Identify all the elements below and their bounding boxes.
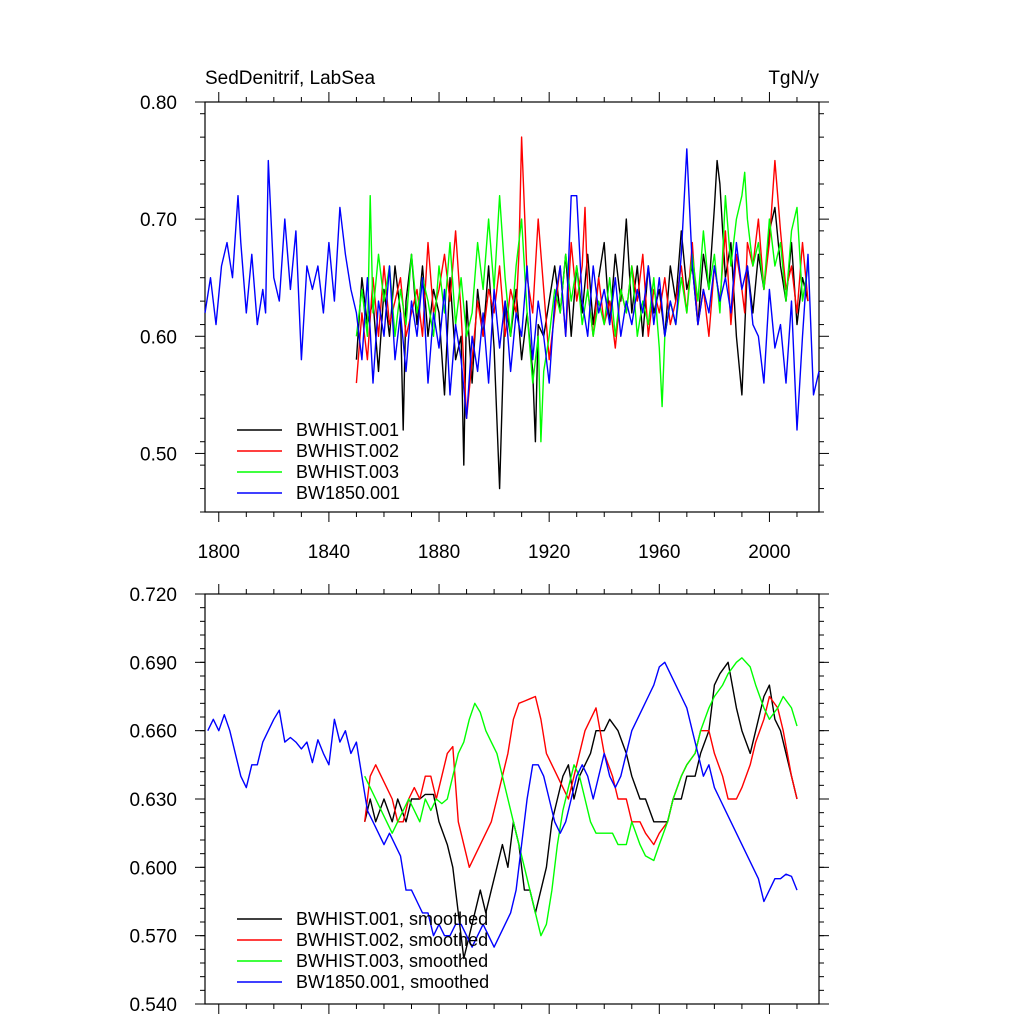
top-axis-ticks: 1800 1840 1880 1920 1960 2000 0.50 0.60 0.70 0.80 [140,92,829,563]
y-tick-label: 0.690 [129,653,177,674]
y-tick-label: 0.60 [140,327,177,348]
top-title-left: SedDenitrif, LabSea [205,68,375,89]
legend-label: BWHIST.001 [296,420,399,440]
series-line-bw1850-001-smoothed [207,661,798,948]
series-line-bwhist-003 [355,171,809,443]
y-tick-label: 0.570 [129,927,177,948]
legend-label: BWHIST.003, smoothed [296,951,488,971]
series-line-bwhist-002-smoothed [364,695,798,868]
legend-label: BWHIST.003 [296,462,399,482]
bottom-axis-ticks: 0.540 0.570 0.600 0.630 0.660 0.690 0.720 [129,584,829,1016]
top-plot-frame [204,101,820,513]
series-line-bw1850-001 [204,148,820,431]
legend-label: BWHIST.002 [296,441,399,461]
legend-label: BW1850.001, smoothed [296,972,489,992]
y-tick-label: 0.70 [140,210,177,231]
y-tick-label: 0.600 [129,858,177,879]
series-line-bwhist-001-smoothed [364,661,798,960]
legend-label: BWHIST.002, smoothed [296,930,488,950]
bottom-panel: 0.540 0.570 0.600 0.630 0.660 0.690 0.720 BWHI… [129,584,829,1016]
y-tick-label: 0.720 [129,585,177,606]
bottom-series-group [207,657,798,960]
x-tick-label: 1840 [308,542,350,563]
y-tick-label: 0.540 [129,995,177,1016]
x-tick-label: 1800 [198,542,240,563]
y-tick-label: 0.630 [129,790,177,811]
y-tick-label: 0.80 [140,93,177,114]
top-panel: SedDenitrif, LabSea TgN/y 1800 1840 1880 19… [140,68,829,563]
series-line-bwhist-002 [355,136,809,419]
y-tick-label: 0.50 [140,444,177,465]
legend-label: BW1850.001 [296,483,400,503]
x-tick-label: 1880 [418,542,460,563]
x-tick-label: 1920 [528,542,570,563]
top-series-group [204,136,820,490]
x-tick-label: 2000 [748,542,790,563]
x-tick-label: 1960 [638,542,680,563]
series-line-bwhist-003-smoothed [364,657,798,937]
y-tick-label: 0.660 [129,722,177,743]
legend-label: BWHIST.001, smoothed [296,909,488,929]
top-title-right: TgN/y [768,68,819,89]
